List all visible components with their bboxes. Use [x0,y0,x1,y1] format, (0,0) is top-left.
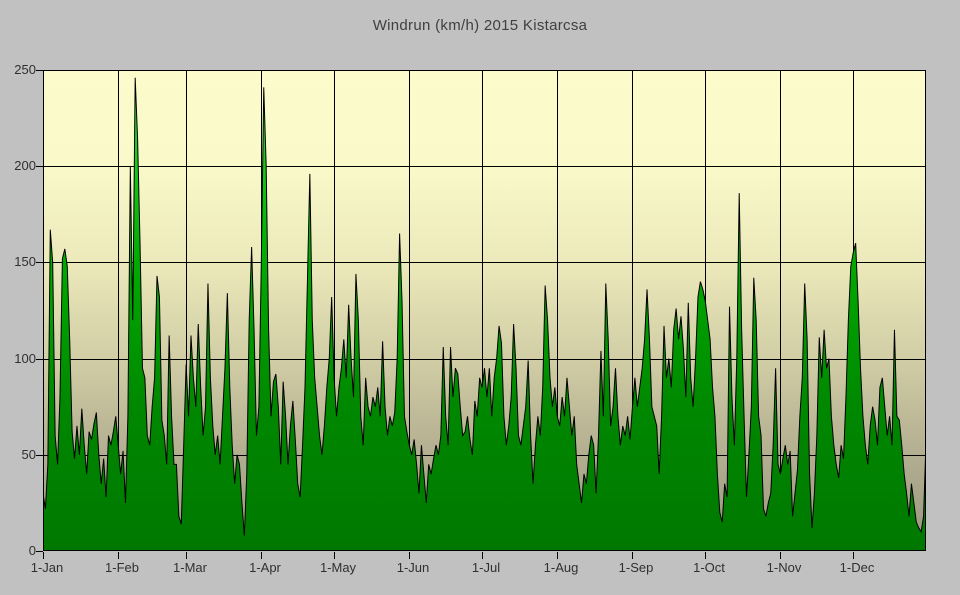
y-axis-tick [36,262,43,263]
x-axis-label: 1-Jun [396,560,430,575]
x-axis-label: 1-Nov [766,560,802,575]
chart-title: Windrun (km/h) 2015 Kistarcsa [372,17,588,34]
x-axis-tick [186,552,187,559]
windrun-area-series [43,77,926,551]
plot-border [43,70,926,551]
x-axis-tick [118,552,119,559]
y-axis-tick [36,359,43,360]
y-axis-label: 0 [28,543,36,558]
y-axis-tick [36,455,43,456]
y-axis-label: 50 [21,447,36,462]
x-axis-label: 1-Feb [105,560,139,575]
plot-area [43,70,926,551]
x-axis-tick [853,552,854,559]
x-axis-label: 1-Jan [30,560,64,575]
y-axis-label: 150 [14,254,36,269]
y-axis-tick [36,166,43,167]
x-axis-tick [261,552,262,559]
x-axis-tick [780,552,781,559]
x-axis-tick [482,552,483,559]
x-axis-label: 1-Apr [249,560,281,575]
y-axis-label: 100 [14,351,36,366]
x-axis-label: 1-May [319,560,357,575]
y-axis-tick [36,70,43,71]
y-axis-tick [36,551,43,552]
x-axis-tick [557,552,558,559]
x-axis-label: 1-Oct [693,560,725,575]
x-axis-tick [632,552,633,559]
x-axis-tick [705,552,706,559]
x-axis-label: 1-Aug [543,560,579,575]
x-axis-tick [43,552,44,559]
x-axis-label: 1-Jul [471,560,501,575]
x-axis-label: 1-Sep [618,560,654,575]
x-axis-tick [409,552,410,559]
x-axis-label: 1-Dec [839,560,875,575]
x-axis-tick [334,552,335,559]
y-axis-label: 200 [14,158,36,173]
x-axis-label: 1-Mar [173,560,207,575]
plot-svg [43,70,926,551]
y-axis-label: 250 [14,62,36,77]
